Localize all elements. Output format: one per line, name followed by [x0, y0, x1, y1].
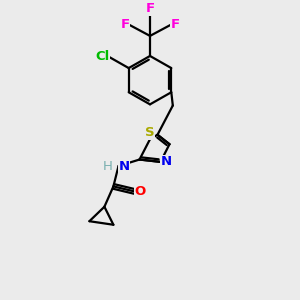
Text: F: F: [121, 19, 130, 32]
Text: Cl: Cl: [95, 50, 109, 64]
Text: H: H: [103, 160, 112, 172]
Text: F: F: [170, 19, 179, 32]
Text: N: N: [160, 155, 172, 168]
Text: N: N: [118, 160, 130, 172]
Text: O: O: [134, 185, 146, 198]
Text: F: F: [146, 2, 154, 15]
Text: S: S: [145, 126, 155, 139]
